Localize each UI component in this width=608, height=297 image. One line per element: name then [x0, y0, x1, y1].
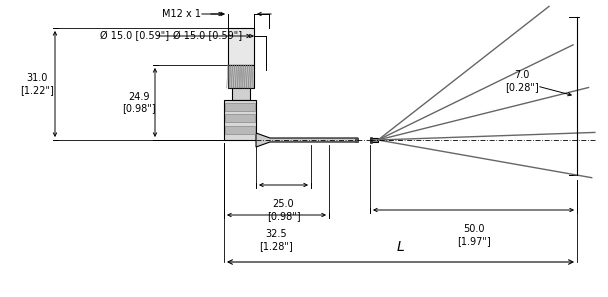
Text: M12 x 1: M12 x 1 — [162, 9, 201, 19]
Bar — [232, 88, 250, 100]
Bar — [228, 65, 254, 88]
Text: Ø 15.0 [0.59"]: Ø 15.0 [0.59"] — [173, 31, 242, 41]
Text: 24.9
[0.98"]: 24.9 [0.98"] — [122, 92, 156, 113]
Text: 50.0
[1.97"]: 50.0 [1.97"] — [457, 224, 491, 246]
Bar — [228, 28, 254, 65]
Bar — [370, 137, 372, 143]
Polygon shape — [256, 133, 358, 147]
Text: Ø 15.0 [0.59"]: Ø 15.0 [0.59"] — [100, 31, 169, 41]
Bar — [225, 114, 255, 122]
Text: 7.0
[0.28"]: 7.0 [0.28"] — [505, 70, 539, 92]
Text: 31.0
[1.22"]: 31.0 [1.22"] — [20, 73, 54, 95]
Bar — [224, 100, 256, 140]
Bar — [370, 138, 378, 142]
Bar — [355, 138, 358, 142]
Text: L: L — [396, 240, 404, 254]
Text: 32.5
[1.28"]: 32.5 [1.28"] — [260, 229, 294, 251]
Bar — [225, 126, 255, 134]
Bar — [225, 103, 255, 111]
Text: 25.0
[0.98"]: 25.0 [0.98"] — [267, 199, 300, 221]
